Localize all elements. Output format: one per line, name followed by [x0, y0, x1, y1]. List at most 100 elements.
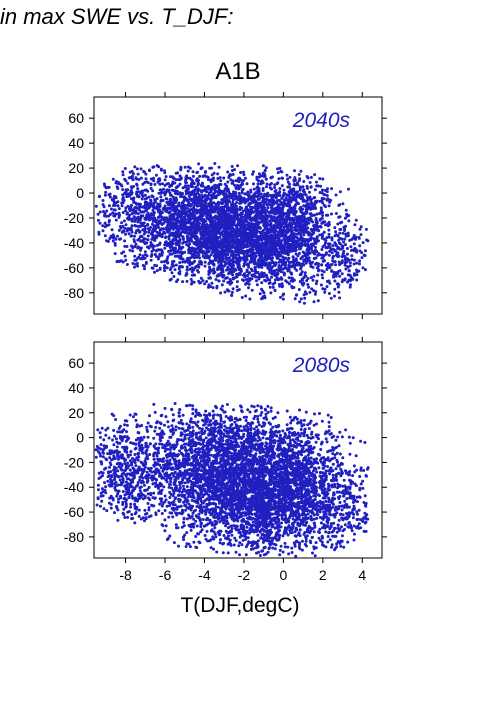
data-point [152, 165, 156, 169]
data-point [207, 193, 211, 197]
data-point [350, 258, 354, 261]
data-point [121, 229, 125, 233]
data-point [327, 292, 331, 295]
data-point [124, 209, 128, 213]
data-point [243, 230, 247, 234]
y-tick-label: 20 [68, 160, 84, 176]
data-point [338, 242, 342, 246]
data-point [186, 235, 190, 239]
data-point [264, 218, 267, 222]
data-point [307, 231, 311, 235]
data-point [236, 266, 240, 269]
data-point [259, 204, 263, 208]
data-point [314, 282, 318, 286]
data-point [269, 251, 273, 255]
data-point [334, 230, 338, 234]
data-point [341, 231, 345, 235]
data-point [146, 234, 150, 238]
data-point [186, 169, 190, 173]
data-point [305, 251, 309, 255]
data-point [357, 235, 361, 239]
data-point [260, 297, 264, 301]
data-point [263, 174, 267, 178]
data-point [219, 209, 223, 213]
data-point [101, 224, 105, 228]
data-point [152, 244, 156, 248]
data-point [301, 228, 305, 232]
data-point [163, 269, 167, 273]
data-point [225, 214, 229, 218]
data-point [246, 199, 250, 203]
data-point [138, 253, 142, 257]
data-point [257, 265, 261, 269]
data-point [201, 204, 205, 208]
data-point [206, 186, 210, 189]
data-point [305, 256, 308, 260]
data-point [277, 231, 280, 235]
data-point [208, 276, 212, 280]
data-point [143, 193, 147, 197]
data-point [237, 288, 241, 292]
data-point [254, 202, 258, 206]
data-point [276, 167, 279, 171]
data-point [174, 232, 178, 236]
data-point [229, 239, 233, 243]
data-point [274, 234, 278, 238]
data-point [250, 288, 254, 292]
data-point [190, 246, 194, 250]
data-point [271, 175, 274, 179]
data-point [250, 269, 254, 273]
data-point [304, 193, 307, 197]
data-point [309, 236, 313, 239]
data-point [265, 203, 269, 207]
data-point [328, 249, 332, 253]
data-point [167, 237, 171, 241]
data-point [352, 258, 356, 262]
data-point [146, 223, 150, 227]
data-point [264, 261, 268, 265]
data-point [104, 186, 108, 190]
data-point [254, 254, 258, 258]
data-point [294, 223, 298, 227]
data-point [146, 238, 150, 242]
data-point [120, 204, 124, 208]
data-point [121, 211, 125, 214]
data-point [240, 191, 244, 195]
data-point [327, 228, 331, 232]
data-point [354, 218, 358, 222]
data-point [355, 248, 358, 252]
data-point [214, 221, 218, 225]
data-point [275, 199, 279, 203]
data-point [210, 261, 214, 265]
data-point [218, 232, 222, 236]
data-point [191, 268, 195, 272]
data-point [190, 252, 194, 256]
data-point [174, 186, 178, 190]
data-point [261, 189, 265, 192]
data-point [269, 211, 273, 214]
data-point [171, 227, 175, 231]
data-point [332, 275, 335, 279]
data-point [203, 225, 207, 229]
data-point [259, 195, 263, 199]
data-point [211, 205, 215, 209]
data-point [157, 177, 160, 181]
data-point [299, 267, 303, 270]
data-point [289, 236, 292, 240]
data-point [245, 258, 249, 261]
data-point [218, 266, 222, 270]
data-point [260, 281, 264, 285]
data-point [333, 241, 337, 245]
data-point [219, 189, 223, 193]
data-point [126, 181, 130, 185]
data-point [243, 226, 247, 230]
data-point [306, 207, 309, 211]
data-point [276, 272, 280, 276]
data-point [121, 170, 125, 174]
data-point [123, 167, 127, 170]
data-point [201, 181, 204, 185]
data-point [236, 261, 240, 265]
data-point [181, 260, 185, 264]
data-point [105, 223, 109, 227]
data-point [192, 280, 196, 284]
